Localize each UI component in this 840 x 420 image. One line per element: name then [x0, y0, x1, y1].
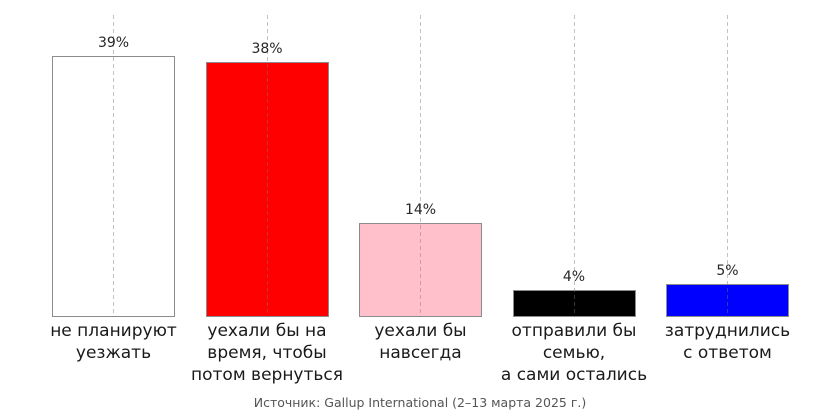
- bar-category-label: уехали бы на время, чтобы потом вернутьс…: [191, 321, 343, 385]
- bar: [205, 62, 329, 317]
- gridline: [113, 15, 114, 317]
- bar-value-label: 4%: [562, 269, 586, 286]
- gridline: [573, 15, 575, 317]
- bar-value-label: 14%: [404, 202, 437, 219]
- bar-value-label: 5%: [716, 262, 739, 279]
- gridline: [727, 15, 728, 317]
- gridline: [420, 15, 421, 317]
- bar-category-label: уехали бы навсегда: [374, 321, 467, 363]
- bar-value-label: 38%: [251, 41, 283, 58]
- bar-category-label: отправили бы семью, а сами остались: [500, 321, 648, 385]
- gridline: [266, 15, 268, 317]
- bar: [666, 283, 789, 317]
- source-note: Источник: Gallup International (2–13 мар…: [253, 395, 587, 410]
- bar: [52, 55, 175, 317]
- bar-value-label: 39%: [97, 34, 130, 51]
- bar-category-label: затруднились с ответом: [664, 321, 791, 363]
- bar-category-label: не планируют уезжать: [50, 321, 177, 363]
- bar: [512, 290, 636, 317]
- bar: [359, 223, 482, 317]
